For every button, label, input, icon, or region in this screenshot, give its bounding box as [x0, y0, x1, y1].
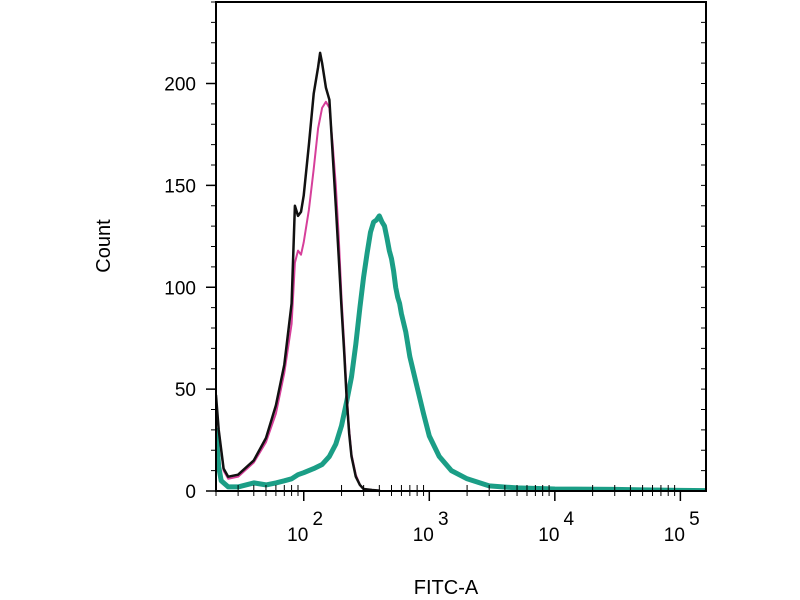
- x-tick-label: 10: [287, 525, 308, 546]
- x-tick-exponent: 5: [689, 509, 700, 530]
- series-line-1: [216, 213, 706, 491]
- y-axis-title: Count: [93, 219, 115, 273]
- x-tick-exponent: 2: [312, 509, 323, 530]
- x-tick-exponent: 3: [438, 509, 449, 530]
- y-tick-label: 100: [164, 278, 196, 299]
- y-tick-label: 200: [164, 75, 196, 96]
- x-tick-label: 10: [664, 525, 685, 546]
- x-tick-label: 10: [413, 525, 434, 546]
- y-tick-label: 50: [175, 380, 196, 401]
- x-tick-exponent: 4: [564, 509, 575, 530]
- series-line-3: [216, 51, 381, 491]
- series-layer: [216, 51, 706, 491]
- x-axis-title: FITC-A: [414, 577, 479, 599]
- y-tick-label: 0: [185, 482, 196, 503]
- x-tick-label: 10: [538, 525, 559, 546]
- y-tick-label: 150: [164, 176, 196, 197]
